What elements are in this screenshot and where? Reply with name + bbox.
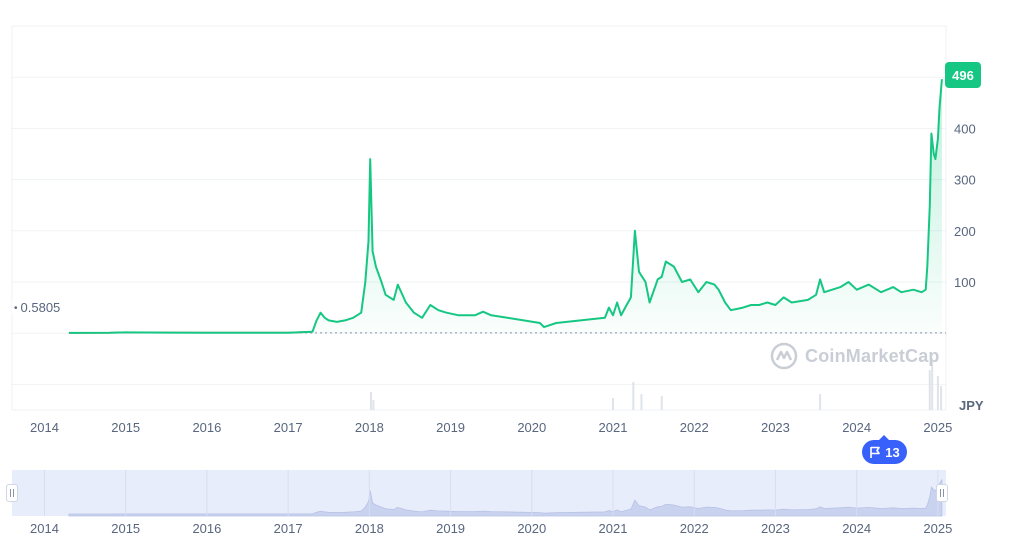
x-tick-label: 2021: [599, 420, 628, 435]
x-tick-label: 2018: [355, 420, 384, 435]
volume-bar: [928, 370, 931, 410]
x-tick-label: 2025: [923, 420, 952, 435]
x-tick-label: 2019: [436, 420, 465, 435]
x-tick-label: 2023: [761, 420, 790, 435]
navigator-grid: [43, 470, 939, 516]
start-price-value: 0.5805: [20, 300, 61, 315]
currency-label: JPY: [959, 398, 984, 413]
y-tick-label: 300: [954, 173, 976, 188]
coinmarketcap-watermark: CoinMarketCap: [770, 342, 940, 370]
navigator-tick-label: 2021: [599, 521, 628, 536]
navigator-x-ticks: 2014 2015 2016 2017 2018 2019 2020 2021 2022 2023…: [30, 521, 952, 536]
volume-bar: [936, 376, 939, 410]
navigator-left-handle[interactable]: [6, 484, 18, 502]
start-price-dot-icon: •: [14, 303, 18, 314]
range-navigator: [12, 470, 946, 517]
navigator-tick-label: 2016: [192, 521, 221, 536]
x-tick-label: 2014: [30, 420, 59, 435]
y-axis-ticks: 100 200 300 400: [954, 121, 976, 290]
start-price-label: • 0.5805: [12, 300, 63, 315]
events-count: 13: [885, 444, 900, 460]
volume-bar: [660, 396, 663, 410]
navigator-tick-label: 2014: [30, 521, 59, 536]
x-tick-label: 2016: [192, 420, 221, 435]
coinmarketcap-logo-icon: [770, 342, 798, 370]
volume-bar: [369, 392, 372, 410]
x-tick-label: 2017: [274, 420, 303, 435]
volume-bar: [931, 360, 934, 410]
x-tick-label: 2015: [111, 420, 140, 435]
volume-bar: [640, 394, 643, 410]
navigator-tick-label: 2025: [923, 521, 952, 536]
current-price-value: 496: [952, 67, 974, 83]
navigator-right-handle[interactable]: [936, 484, 948, 502]
navigator-tick-label: 2015: [111, 521, 140, 536]
price-line: [68, 79, 943, 334]
x-tick-label: 2022: [680, 420, 709, 435]
current-price-tag: 496: [945, 62, 981, 88]
navigator-background[interactable]: [12, 470, 946, 516]
x-tick-label: 2020: [517, 420, 546, 435]
volume-bar: [372, 400, 375, 410]
x-axis-ticks: 2014 2015 2016 2017 2018 2019 2020 2021 2022 2023…: [30, 420, 952, 435]
volume-bar: [612, 398, 615, 410]
price-area: [68, 79, 942, 333]
volume-bar: [819, 394, 822, 410]
navigator-tick-label: 2023: [761, 521, 790, 536]
volume-bars: [369, 360, 943, 410]
events-flag-badge[interactable]: 13: [862, 435, 907, 464]
y-tick-label: 100: [954, 275, 976, 290]
y-tick-label: 400: [954, 121, 976, 136]
navigator-tick-label: 2020: [517, 521, 546, 536]
volume-bar: [940, 386, 943, 410]
plot-frame: [11, 25, 947, 411]
volume-bar: [632, 382, 635, 410]
watermark-text: CoinMarketCap: [805, 345, 940, 366]
navigator-tick-label: 2022: [680, 521, 709, 536]
navigator-tick-label: 2024: [842, 521, 871, 536]
navigator-tick-label: 2017: [274, 521, 303, 536]
navigator-tick-label: 2019: [436, 521, 465, 536]
navigator-tick-label: 2018: [355, 521, 384, 536]
navigator-area: [68, 478, 943, 517]
flag-icon: [870, 446, 881, 458]
x-tick-label: 2024: [842, 420, 871, 435]
y-tick-label: 200: [954, 224, 976, 239]
